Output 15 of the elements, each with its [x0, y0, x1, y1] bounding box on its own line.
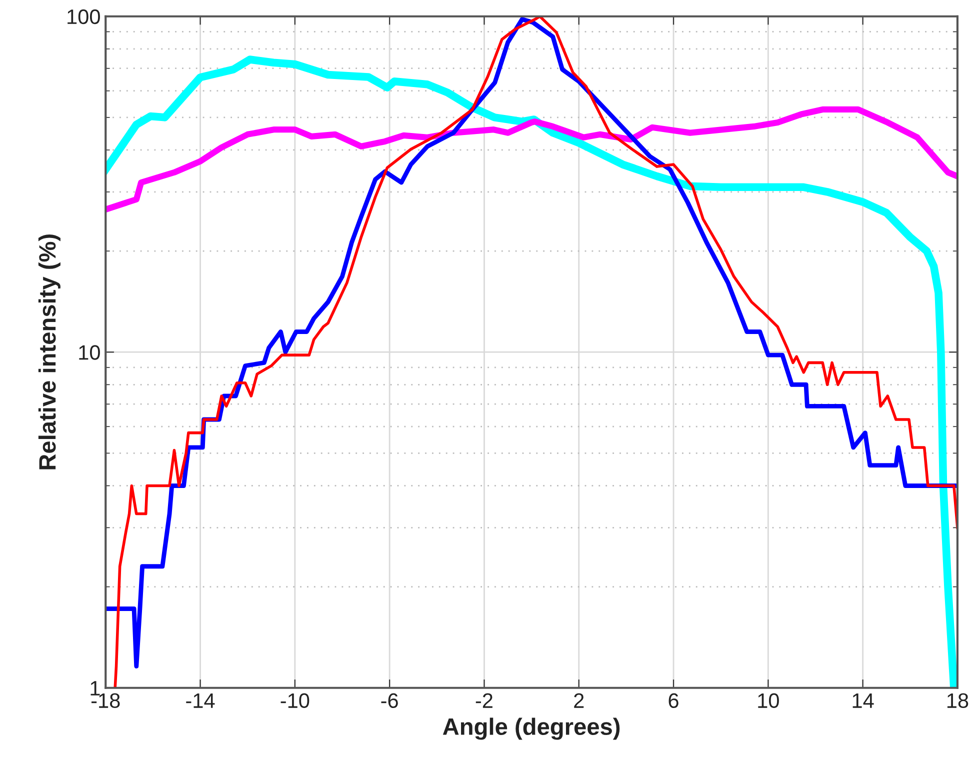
- x-tick-label: -14: [186, 693, 215, 708]
- x-tick-label: -18: [91, 693, 120, 708]
- x-tick-label: 2: [574, 693, 584, 708]
- x-tick-label: 10: [758, 693, 779, 708]
- x-tick-label: -6: [381, 693, 398, 708]
- x-axis-title: Angle (degrees): [442, 718, 620, 740]
- y-axis-title: Relative intensity (%): [38, 234, 60, 470]
- y-tick-label: 100: [68, 9, 100, 24]
- y-tick-label: 1: [90, 681, 100, 696]
- x-tick-label: 6: [668, 693, 678, 708]
- x-tick-label: 18: [947, 693, 968, 708]
- x-tick-label: -10: [280, 693, 310, 708]
- y-tick-label: 10: [79, 345, 100, 360]
- x-tick-label: -2: [476, 693, 492, 708]
- x-tick-label: 14: [852, 693, 874, 708]
